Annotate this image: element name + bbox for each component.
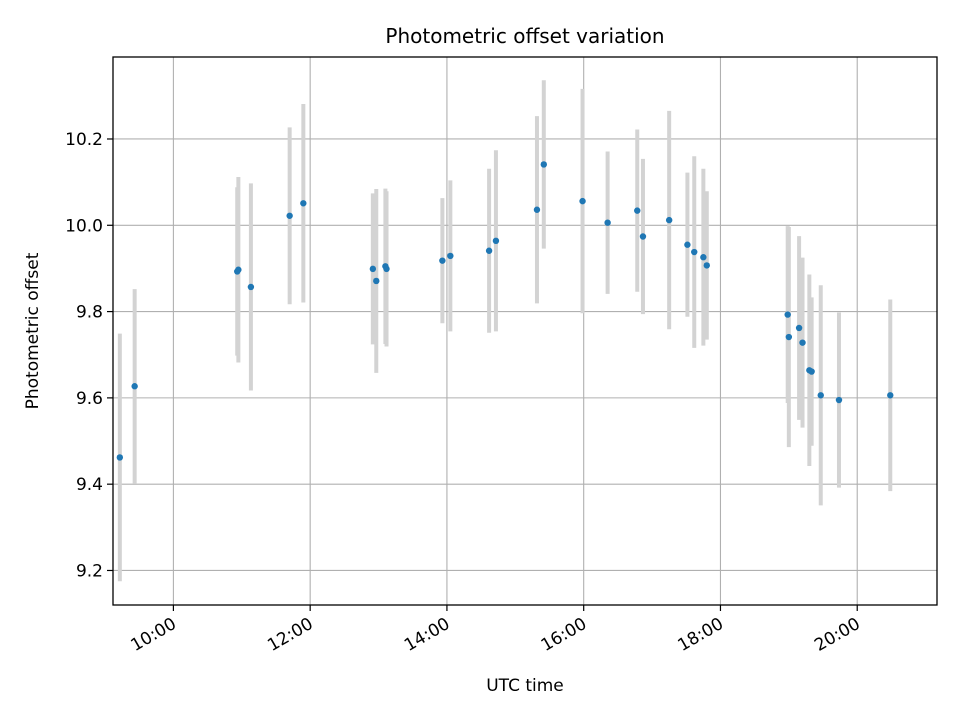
y-axis-label: Photometric offset xyxy=(23,252,43,409)
data-point xyxy=(799,339,806,346)
data-point xyxy=(887,392,894,399)
data-point xyxy=(492,237,500,245)
y-axis-ticks: 9.2 9.4 9.6 9.8 10.0 10.2 xyxy=(65,130,113,581)
data-point xyxy=(784,311,791,318)
data-point xyxy=(247,283,255,291)
data-point xyxy=(286,212,293,219)
x-axis-label: UTC time xyxy=(486,676,564,696)
data-point xyxy=(808,368,815,375)
data-point xyxy=(684,241,691,248)
y-tick-label: 9.8 xyxy=(76,303,103,323)
data-point xyxy=(579,197,586,205)
data-point xyxy=(665,216,673,224)
y-tick-label: 9.4 xyxy=(76,475,103,495)
data-point xyxy=(634,207,641,214)
data-point xyxy=(369,265,377,273)
data-point xyxy=(785,333,793,341)
data-point xyxy=(485,247,493,254)
data-point xyxy=(795,324,803,332)
data-point xyxy=(540,161,548,168)
y-tick-label: 9.2 xyxy=(76,561,103,581)
plot-area-frame xyxy=(112,56,938,606)
y-tick-label: 10.0 xyxy=(65,216,103,236)
data-point xyxy=(835,396,843,404)
data-point xyxy=(703,262,710,269)
data-point xyxy=(691,248,698,256)
data-point xyxy=(116,454,124,461)
y-tick-label: 9.6 xyxy=(76,389,103,409)
data-point xyxy=(300,200,307,207)
data-point xyxy=(235,266,242,273)
data-point xyxy=(383,265,390,273)
data-point xyxy=(447,252,454,260)
data-point xyxy=(639,233,647,240)
data-point xyxy=(131,383,138,390)
y-tick-label: 10.2 xyxy=(65,130,103,150)
data-point xyxy=(604,219,611,226)
data-point xyxy=(439,257,446,264)
chart-title: Photometric offset variation xyxy=(385,24,664,48)
data-point xyxy=(700,254,707,261)
data-points xyxy=(116,161,894,461)
data-point xyxy=(373,277,380,285)
data-point xyxy=(533,206,541,213)
data-point xyxy=(817,392,824,399)
